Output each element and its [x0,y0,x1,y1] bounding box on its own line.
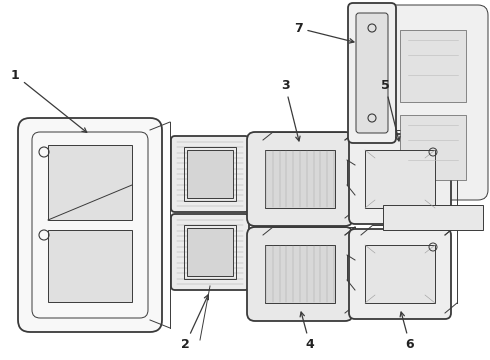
FancyBboxPatch shape [356,13,388,133]
Bar [365,245,435,303]
Text: 6: 6 [400,312,415,351]
FancyBboxPatch shape [348,3,396,143]
Bar [365,150,435,208]
Bar [48,145,132,220]
Bar [400,115,466,180]
Bar [184,147,236,201]
Text: 1: 1 [11,68,87,132]
Bar [184,225,236,279]
FancyBboxPatch shape [247,132,353,226]
FancyBboxPatch shape [18,118,162,332]
Bar [383,205,483,230]
Text: 4: 4 [300,312,315,351]
FancyBboxPatch shape [378,5,488,200]
FancyBboxPatch shape [171,214,249,290]
FancyBboxPatch shape [171,136,249,212]
Bar [187,150,233,198]
FancyBboxPatch shape [247,227,353,321]
Text: 7: 7 [294,22,354,43]
FancyBboxPatch shape [349,229,451,319]
Bar [187,228,233,276]
Bar [48,230,132,302]
FancyBboxPatch shape [349,134,451,224]
Bar [265,150,335,208]
Text: 2: 2 [181,295,208,351]
Text: 3: 3 [281,78,300,141]
Bar [400,30,466,102]
Text: 5: 5 [381,78,400,141]
Bar [265,245,335,303]
